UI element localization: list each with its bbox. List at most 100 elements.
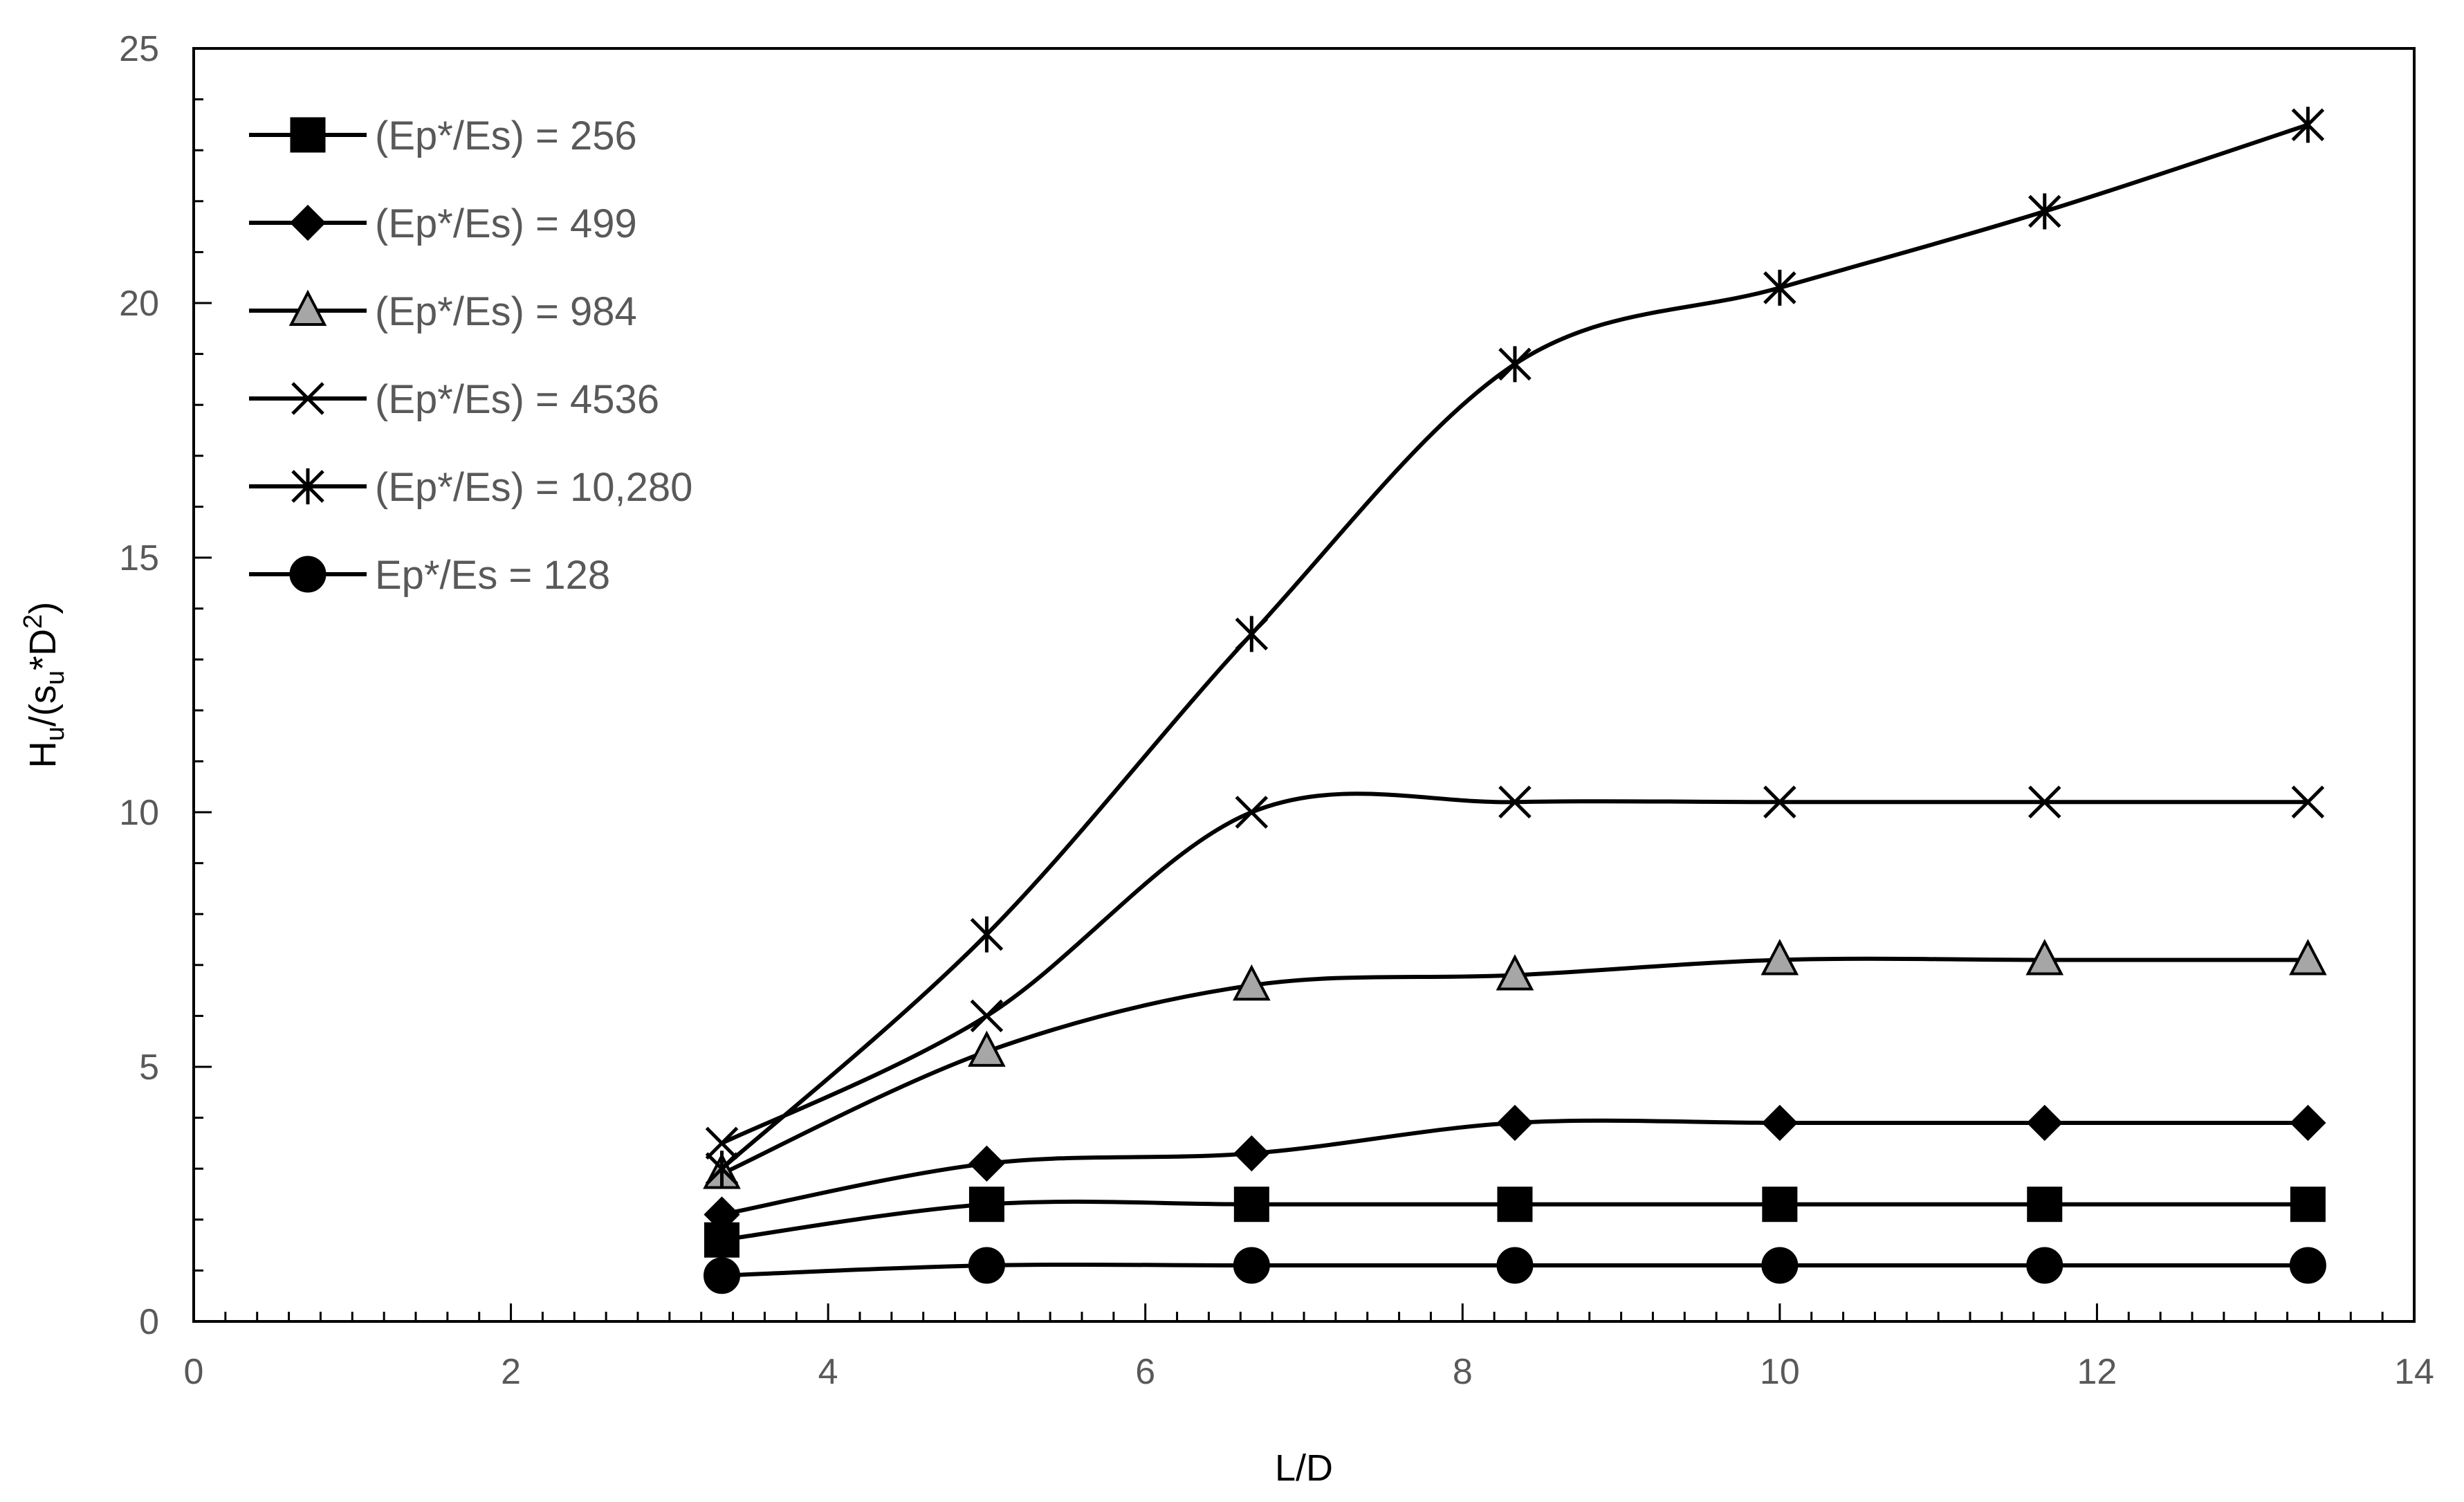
legend-marker — [289, 204, 327, 241]
marker-triangle — [2289, 939, 2327, 976]
data-point — [970, 999, 1004, 1033]
marker-x-stroke — [1498, 785, 1532, 819]
x-axis-title: L/D — [1275, 1447, 1333, 1489]
y-tick-label: 5 — [139, 1047, 159, 1088]
data-point — [1763, 785, 1796, 819]
legend-item: (Ep*/Es) = 499 — [249, 201, 637, 246]
marker-diamond — [704, 1196, 740, 1233]
data-point — [1496, 954, 1534, 991]
marker-x-stroke — [705, 1126, 739, 1160]
marker-square — [2290, 1187, 2326, 1222]
data-point — [968, 1187, 1004, 1222]
y-tick-label: 0 — [139, 1302, 159, 1342]
x-tick-label: 2 — [501, 1352, 521, 1392]
data-point — [1233, 1135, 1270, 1172]
legend-item: (Ep*/Es) = 10,280 — [249, 465, 692, 510]
legend-marker — [289, 556, 327, 593]
y-tick-label: 25 — [119, 29, 159, 69]
axis-ticks — [192, 47, 2416, 1323]
marker-x-stroke — [2028, 785, 2061, 819]
series-layer — [703, 107, 2327, 1294]
marker-square — [290, 117, 326, 153]
data-point — [1763, 269, 1796, 306]
data-point — [970, 916, 1004, 953]
data-point — [1235, 796, 1269, 829]
data-point — [704, 1196, 740, 1233]
marker-circle — [1761, 1247, 1799, 1284]
x-tick-label: 4 — [818, 1352, 838, 1392]
marker-triangle — [2025, 939, 2064, 976]
data-point — [1497, 1187, 1533, 1222]
marker-square — [2027, 1187, 2063, 1222]
marker-x-stroke — [291, 382, 324, 415]
data-point — [1761, 1247, 1799, 1284]
data-point — [1762, 1187, 1798, 1222]
data-point — [2028, 193, 2061, 230]
data-point — [2027, 1187, 2063, 1222]
legend-label: Ep*/Es = 128 — [375, 553, 610, 598]
data-point — [2289, 1247, 2326, 1284]
y-tick-label: 15 — [119, 538, 159, 578]
data-point — [705, 1151, 739, 1187]
x-tick-label: 6 — [1135, 1352, 1155, 1392]
marker-diamond — [1761, 1104, 1798, 1142]
marker-circle — [1233, 1247, 1270, 1284]
data-point — [705, 1126, 739, 1160]
data-point — [968, 1030, 1006, 1067]
y-axis-title-sub-u: u — [41, 726, 70, 741]
data-point — [968, 1145, 1005, 1182]
marker-x-stroke — [1235, 796, 1269, 829]
legend-item: (Ep*/Es) = 4536 — [249, 377, 659, 422]
tick-labels: 0 2 4 6 8 10 12 14 0 5 10 15 20 25 — [119, 29, 2434, 1392]
marker-circle — [968, 1247, 1005, 1284]
marker-circle — [2289, 1247, 2326, 1284]
x-tick-label: 14 — [2394, 1352, 2434, 1392]
legend: (Ep*/Es) = 256 (Ep*/Es) = 499 (Ep*/Es) = 9… — [249, 113, 692, 598]
marker-square — [1497, 1187, 1533, 1222]
marker-circle — [1496, 1247, 1534, 1284]
y-axis-title: Hu/(su*D2) — [19, 602, 70, 768]
marker-x-stroke — [1763, 785, 1796, 819]
marker-diamond — [1496, 1104, 1534, 1142]
data-point — [704, 1257, 741, 1294]
marker-x-stroke — [970, 999, 1004, 1033]
data-point — [968, 1247, 1005, 1284]
marker-circle — [704, 1257, 741, 1294]
marker-triangle — [968, 1030, 1006, 1067]
y-axis-title-end: ) — [22, 602, 64, 614]
legend-label: (Ep*/Es) = 499 — [375, 201, 637, 246]
x-tick-label: 0 — [184, 1352, 204, 1392]
marker-triangle — [1496, 954, 1534, 991]
y-axis-title-mid: /(s — [22, 685, 64, 726]
legend-item: (Ep*/Es) = 984 — [249, 289, 637, 334]
marker-square — [1233, 1187, 1269, 1222]
data-point — [1496, 1247, 1534, 1284]
data-point — [1498, 346, 1532, 383]
y-axis-title-sub-u2: u — [41, 670, 70, 685]
marker-triangle — [288, 289, 327, 326]
data-point — [2025, 939, 2064, 976]
data-point — [1235, 616, 1269, 652]
marker-circle — [289, 556, 327, 593]
data-point — [1496, 1104, 1534, 1142]
marker-square — [1762, 1187, 1798, 1222]
x-tick-label: 8 — [1453, 1352, 1473, 1392]
legend-item: (Ep*/Es) = 256 — [249, 113, 637, 158]
data-point — [2291, 785, 2325, 819]
legend-marker — [291, 382, 324, 415]
data-point — [1233, 1247, 1270, 1284]
data-point — [2028, 785, 2061, 819]
legend-label: (Ep*/Es) = 256 — [375, 113, 637, 158]
marker-diamond — [2026, 1104, 2063, 1142]
legend-marker — [291, 468, 324, 504]
legend-label: (Ep*/Es) = 984 — [375, 289, 637, 334]
marker-triangle — [1233, 964, 1271, 1001]
marker-square — [968, 1187, 1004, 1222]
data-point — [1233, 964, 1271, 1001]
legend-marker — [290, 117, 326, 153]
marker-x-stroke — [2291, 785, 2325, 819]
y-tick-label: 20 — [119, 284, 159, 324]
data-point — [2289, 939, 2327, 976]
x-tick-label: 12 — [2077, 1352, 2117, 1392]
